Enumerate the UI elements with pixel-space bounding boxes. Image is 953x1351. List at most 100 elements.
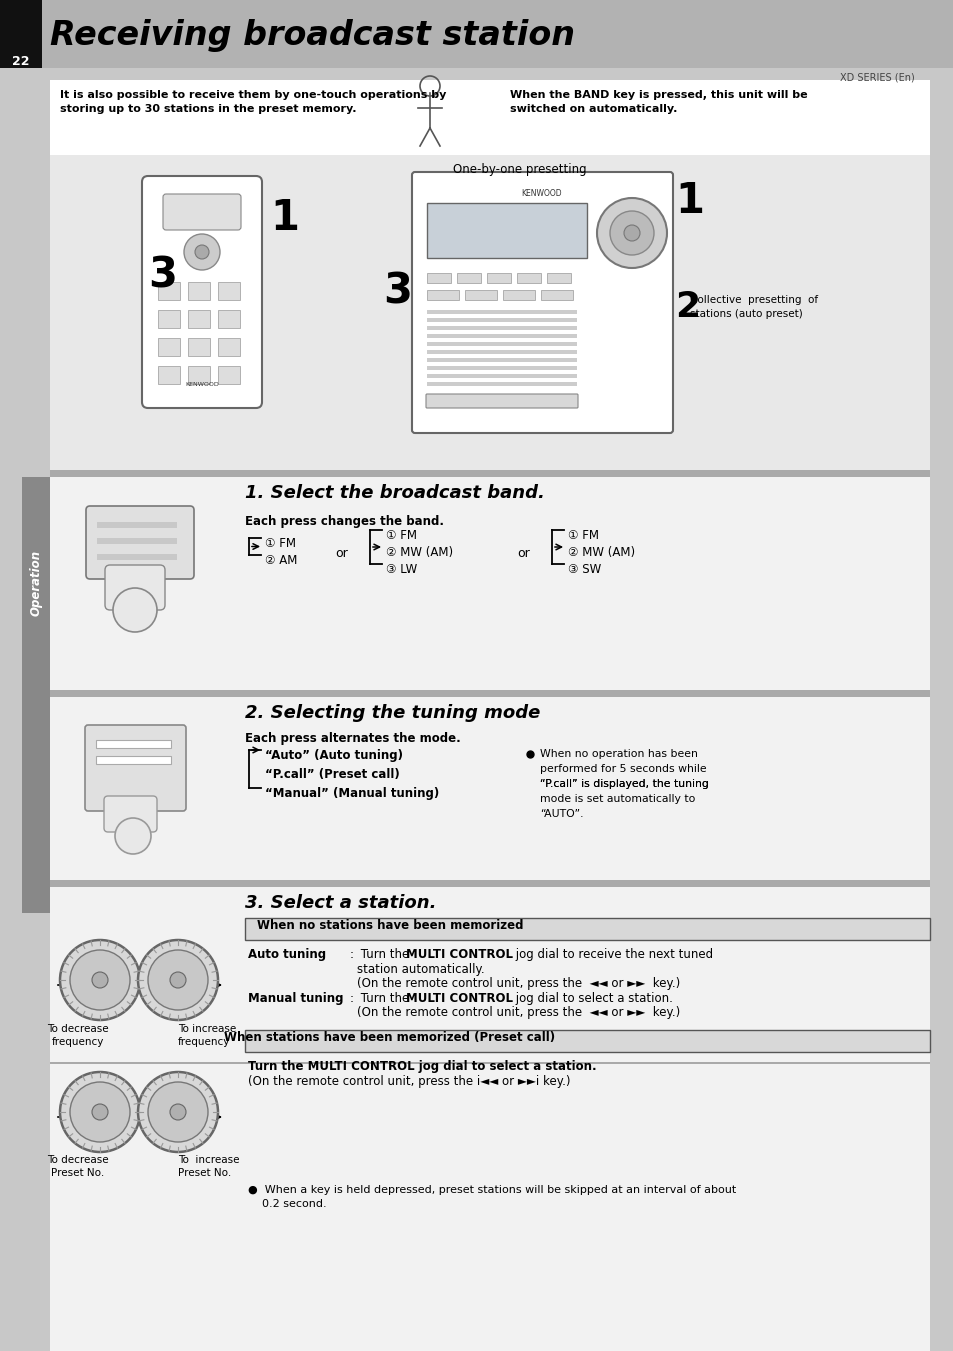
- Text: XD SERIES (En): XD SERIES (En): [840, 72, 914, 82]
- Text: Receiving broadcast station: Receiving broadcast station: [50, 19, 575, 51]
- Circle shape: [609, 211, 654, 255]
- Text: ① FM: ① FM: [265, 536, 295, 550]
- Text: When stations have been memorized (Preset call): When stations have been memorized (Prese…: [224, 1031, 555, 1044]
- Bar: [50, 80, 929, 155]
- Bar: [50, 155, 929, 470]
- Text: 1: 1: [270, 197, 298, 239]
- Bar: [546, 273, 571, 282]
- FancyBboxPatch shape: [426, 394, 578, 408]
- Text: :: :: [350, 992, 354, 1005]
- Bar: [158, 282, 180, 300]
- Text: or: or: [517, 547, 529, 561]
- Bar: [245, 1029, 929, 1052]
- Circle shape: [138, 940, 218, 1020]
- Circle shape: [597, 199, 666, 267]
- Text: ① FM: ① FM: [567, 530, 598, 542]
- Bar: [22, 477, 50, 913]
- Text: jog dial to select a station.: jog dial to select a station.: [512, 992, 672, 1005]
- Text: “Auto” (Auto tuning): “Auto” (Auto tuning): [265, 748, 402, 762]
- Text: Each press changes the band.: Each press changes the band.: [245, 515, 443, 528]
- Text: 2. Selecting the tuning mode: 2. Selecting the tuning mode: [245, 704, 539, 721]
- Bar: [427, 374, 577, 378]
- Bar: [96, 740, 171, 748]
- Circle shape: [148, 1082, 208, 1142]
- Bar: [245, 917, 929, 940]
- Text: ② MW (AM): ② MW (AM): [386, 546, 453, 559]
- Text: Turn the: Turn the: [356, 948, 413, 961]
- Bar: [427, 358, 577, 362]
- Bar: [427, 309, 577, 313]
- Bar: [50, 1065, 929, 1066]
- Text: ① FM: ① FM: [386, 530, 416, 542]
- Bar: [427, 382, 577, 386]
- Text: One-by-one presetting: One-by-one presetting: [453, 163, 586, 176]
- Text: MULTI CONTROL: MULTI CONTROL: [406, 948, 513, 961]
- Circle shape: [60, 940, 140, 1020]
- Circle shape: [115, 817, 151, 854]
- Bar: [464, 290, 497, 300]
- Bar: [97, 538, 177, 544]
- Text: “Manual” (Manual tuning): “Manual” (Manual tuning): [265, 788, 438, 800]
- Text: (On the remote control unit, press the i◄◄ or ►►i key.): (On the remote control unit, press the i…: [248, 1075, 570, 1088]
- Bar: [427, 273, 451, 282]
- Text: Turn the MULTI CONTROL jog dial to select a station.: Turn the MULTI CONTROL jog dial to selec…: [248, 1061, 596, 1073]
- Text: 3: 3: [148, 255, 177, 297]
- Text: station automatically.: station automatically.: [356, 963, 484, 975]
- Text: To decrease
frequency: To decrease frequency: [47, 1024, 109, 1047]
- Text: 3. Select a station.: 3. Select a station.: [245, 894, 436, 912]
- FancyBboxPatch shape: [85, 725, 186, 811]
- Text: “AUTO”.: “AUTO”.: [539, 809, 583, 819]
- Bar: [218, 309, 240, 328]
- Text: To  increase
Preset No.: To increase Preset No.: [178, 1155, 239, 1178]
- Bar: [245, 1029, 929, 1052]
- Bar: [50, 880, 929, 888]
- Text: It is also possible to receive them by one-touch operations by
storing up to 30 : It is also possible to receive them by o…: [60, 91, 446, 113]
- Bar: [502, 290, 535, 300]
- FancyBboxPatch shape: [105, 565, 165, 611]
- Bar: [188, 282, 210, 300]
- Text: 3: 3: [382, 270, 412, 312]
- Text: performed for 5 seconds while: performed for 5 seconds while: [539, 765, 706, 774]
- Circle shape: [623, 226, 639, 240]
- Text: 22: 22: [12, 55, 30, 68]
- Circle shape: [112, 588, 157, 632]
- Text: “P.call” is displayed, the tuning: “P.call” is displayed, the tuning: [539, 780, 708, 789]
- Bar: [427, 326, 577, 330]
- Circle shape: [184, 234, 220, 270]
- Bar: [97, 554, 177, 561]
- Bar: [427, 366, 577, 370]
- FancyBboxPatch shape: [86, 507, 193, 580]
- Text: 1: 1: [675, 180, 703, 222]
- Text: (On the remote control unit, press the  ◄◄ or ►►  key.): (On the remote control unit, press the ◄…: [356, 977, 679, 990]
- Bar: [188, 338, 210, 357]
- Text: KENWOOD: KENWOOD: [521, 189, 561, 199]
- Bar: [188, 309, 210, 328]
- Circle shape: [91, 1104, 108, 1120]
- Circle shape: [91, 971, 108, 988]
- Circle shape: [138, 1071, 218, 1152]
- Text: :: :: [350, 948, 354, 961]
- Text: “P.call” (Preset call): “P.call” (Preset call): [265, 767, 399, 781]
- Bar: [427, 342, 577, 346]
- Circle shape: [194, 245, 209, 259]
- Text: ③ LW: ③ LW: [386, 563, 416, 576]
- Bar: [517, 273, 540, 282]
- Bar: [456, 273, 480, 282]
- Bar: [50, 1062, 929, 1065]
- Bar: [427, 203, 586, 258]
- Bar: [218, 338, 240, 357]
- Bar: [50, 690, 929, 697]
- Text: Auto tuning: Auto tuning: [248, 948, 326, 961]
- Bar: [158, 366, 180, 384]
- Text: 2: 2: [675, 290, 700, 324]
- Bar: [0, 0, 42, 68]
- Text: mode is set automatically to: mode is set automatically to: [539, 794, 695, 804]
- Circle shape: [70, 1082, 130, 1142]
- Text: ●  When a key is held depressed, preset stations will be skipped at an interval : ● When a key is held depressed, preset s…: [248, 1185, 736, 1209]
- Bar: [188, 366, 210, 384]
- Bar: [50, 697, 929, 880]
- Bar: [50, 888, 929, 1351]
- Circle shape: [170, 971, 186, 988]
- Bar: [427, 350, 577, 354]
- Bar: [245, 917, 929, 940]
